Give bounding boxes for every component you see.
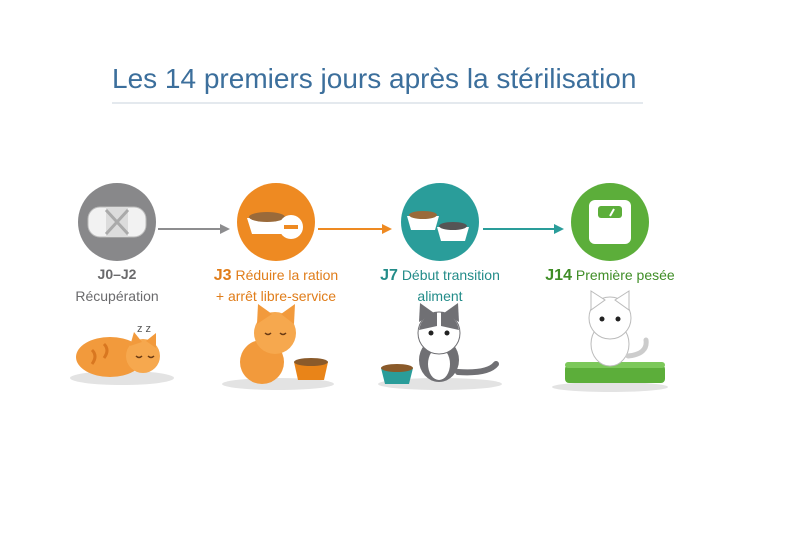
orange-cat xyxy=(222,304,334,390)
step-day: J7 xyxy=(380,267,398,284)
step-day: J3 xyxy=(214,267,232,284)
step-label: Récupération xyxy=(75,288,158,304)
step-heading: J14 Première pesée xyxy=(545,267,675,284)
step-heading: J7 Début transition xyxy=(380,267,500,284)
step-day: J0–J2 xyxy=(98,266,137,282)
step-label: Début transition xyxy=(402,267,500,283)
zzz: z z xyxy=(137,323,151,335)
icon-recovery xyxy=(78,183,156,261)
icon-weighing xyxy=(571,183,649,261)
step-day: J14 xyxy=(545,267,572,284)
title: Les 14 premiers jours après la stérilisa… xyxy=(112,63,636,94)
icon-ration xyxy=(237,183,315,261)
arrows xyxy=(158,224,564,234)
icon-transition xyxy=(401,183,479,261)
step-label: Réduire la ration xyxy=(235,267,338,283)
gray-cat xyxy=(378,303,502,390)
step-label: Première pesée xyxy=(576,267,675,283)
sleeping-cat: z z xyxy=(70,323,174,385)
step-label: aliment xyxy=(417,288,462,304)
step-label: + arrêt libre-service xyxy=(216,288,336,304)
white-cat-on-scale xyxy=(552,290,668,392)
step-heading: J3 Réduire la ration xyxy=(214,267,338,284)
